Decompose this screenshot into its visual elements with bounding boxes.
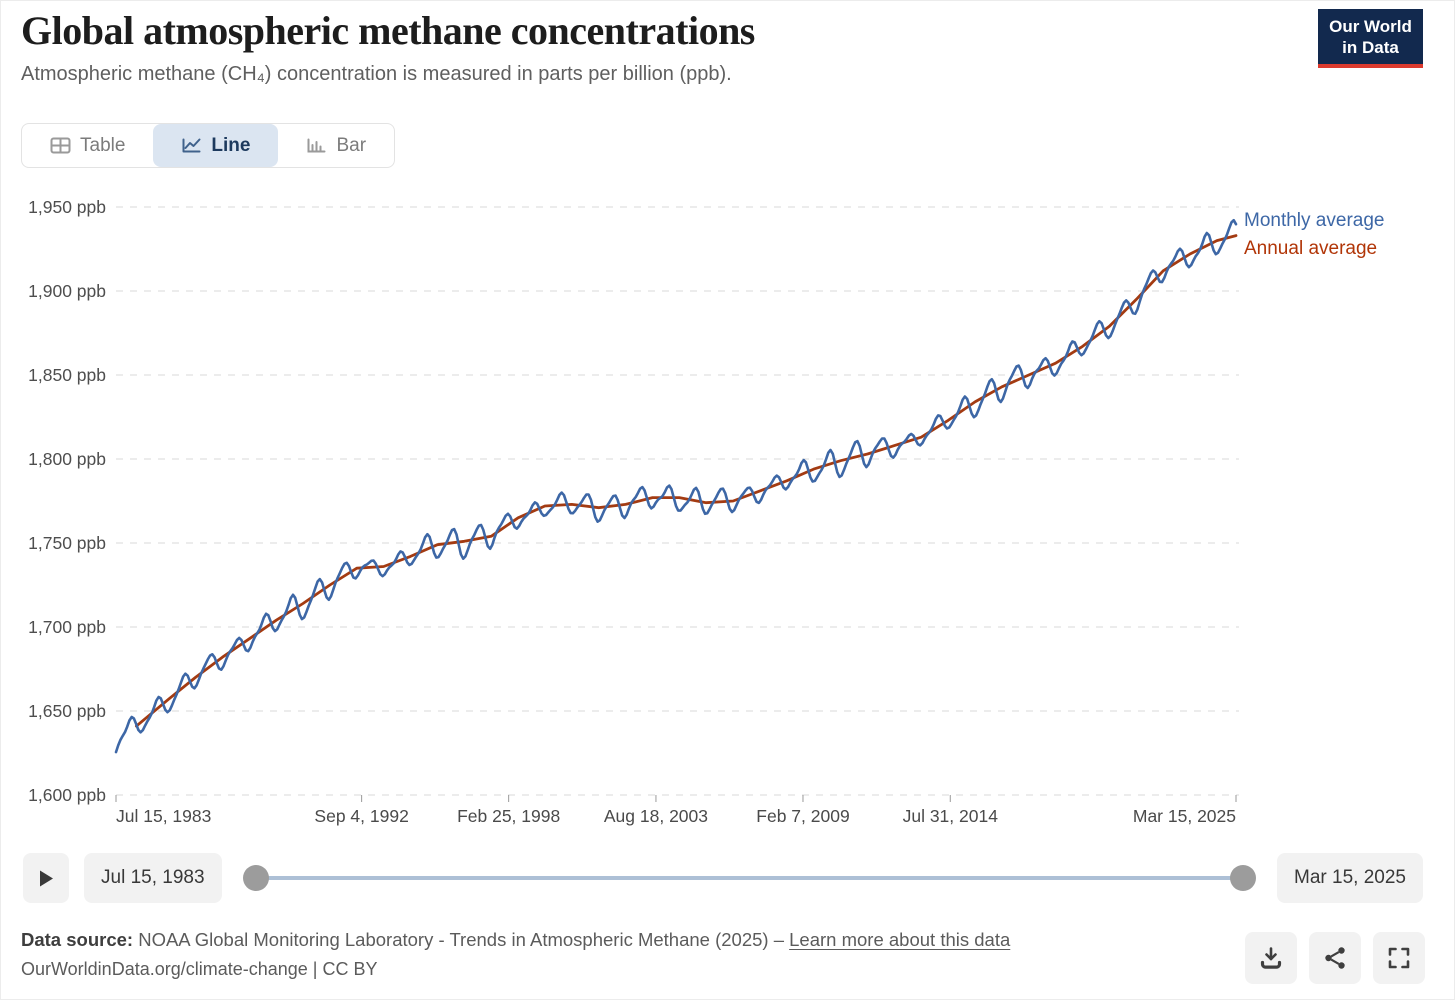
bar-chart-icon: [306, 137, 327, 154]
tab-line[interactable]: Line: [153, 124, 279, 167]
fullscreen-icon: [1388, 947, 1410, 969]
y-axis-tick-label: 1,600 ppb: [28, 785, 106, 805]
page-title: Global atmospheric methane concentration…: [21, 8, 755, 53]
annual-average-line: [135, 234, 1238, 728]
share-icon: [1325, 947, 1345, 969]
chart-type-tabs: Table Line Bar: [21, 123, 396, 168]
learn-more-link[interactable]: Learn more about this data: [789, 929, 1011, 950]
fullscreen-button[interactable]: [1373, 932, 1425, 984]
tab-bar[interactable]: Bar: [278, 124, 394, 167]
owid-logo-line2: in Data: [1342, 38, 1399, 58]
timeline-start-date[interactable]: Jul 15, 1983: [84, 853, 222, 903]
download-icon: [1260, 947, 1282, 969]
timeline-handle-end[interactable]: [1230, 865, 1256, 891]
timeline-handle-start[interactable]: [243, 865, 269, 891]
x-axis-tick-label: Aug 18, 2003: [604, 806, 708, 826]
table-icon: [50, 137, 71, 154]
line-chart-icon: [181, 137, 202, 154]
legend-monthly-average[interactable]: Monthly average: [1244, 210, 1385, 231]
owid-logo-line1: Our World: [1329, 17, 1412, 36]
tab-line-label: Line: [211, 134, 251, 156]
legend-annual-average[interactable]: Annual average: [1244, 238, 1378, 259]
y-axis-tick-label: 1,950 ppb: [28, 197, 106, 217]
play-button[interactable]: [23, 853, 69, 903]
data-source-label: Data source:: [21, 929, 134, 950]
attribution-line: OurWorldinData.org/climate-change | CC B…: [21, 959, 378, 979]
x-axis-tick-label: Jul 15, 1983: [116, 806, 211, 826]
tab-table[interactable]: Table: [22, 124, 153, 167]
y-axis-tick-label: 1,750 ppb: [28, 533, 106, 553]
data-source-line: Data source: NOAA Global Monitoring Labo…: [21, 929, 1010, 951]
x-axis-tick-label: Jul 31, 2014: [903, 806, 999, 826]
data-source-text: NOAA Global Monitoring Laboratory - Tren…: [133, 929, 790, 950]
x-axis-tick-label: Mar 15, 2025: [1133, 806, 1236, 826]
x-axis-tick-label: Feb 25, 1998: [457, 806, 560, 826]
timeline-end-date[interactable]: Mar 15, 2025: [1277, 853, 1423, 903]
y-axis-tick-label: 1,700 ppb: [28, 617, 106, 637]
owid-logo: Our World in Data: [1318, 9, 1423, 69]
chart-subtitle: Atmospheric methane (CH₄) concentration …: [21, 63, 732, 85]
share-button[interactable]: [1309, 932, 1361, 984]
x-axis-tick-label: Sep 4, 1992: [314, 806, 408, 826]
line-chart: 1,600 ppb 1,650 ppb 1,700 ppb 1,750 ppb 1,80…: [28, 197, 1239, 826]
timeline-track[interactable]: [256, 876, 1243, 880]
x-axis-tick-label: Feb 7, 2009: [756, 806, 849, 826]
y-axis-tick-label: 1,850 ppb: [28, 365, 106, 385]
y-axis-tick-label: 1,650 ppb: [28, 701, 106, 721]
download-button[interactable]: [1245, 932, 1297, 984]
monthly-average-line: [114, 218, 1238, 754]
play-icon: [39, 870, 53, 886]
tab-table-label: Table: [80, 134, 126, 156]
y-axis-tick-label: 1,800 ppb: [28, 449, 106, 469]
timeline-slider[interactable]: [243, 853, 1256, 903]
y-axis-tick-label: 1,900 ppb: [28, 281, 106, 301]
tab-bar-label: Bar: [336, 134, 367, 156]
